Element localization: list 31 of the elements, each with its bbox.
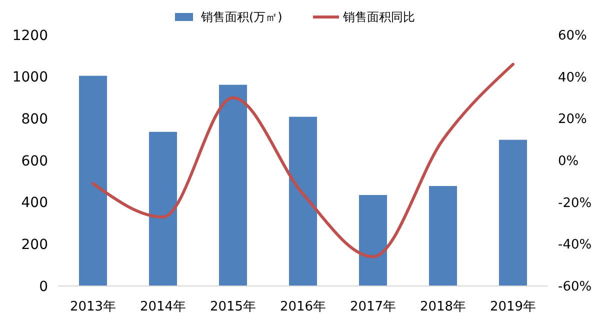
y-tick-label: 800 — [21, 112, 48, 128]
bar — [289, 116, 317, 286]
line-series — [92, 62, 514, 258]
x-tick-label: 2015年 — [210, 300, 256, 315]
legend-label: 销售面积同比 — [342, 10, 415, 24]
x-tick-label: 2014年 — [140, 300, 186, 315]
x-tick-label: 2016年 — [280, 300, 326, 315]
y2-tick-label: 0% — [558, 154, 579, 170]
y-tick-label: 1200 — [12, 28, 48, 44]
x-tick-label: 2019年 — [490, 300, 536, 315]
y2-tick-label: -20% — [558, 196, 592, 211]
bar — [499, 140, 527, 286]
y2-tick-label: 40% — [558, 70, 587, 86]
y2-tick-label: 60% — [558, 28, 587, 44]
legend-label: 销售面积(万㎡) — [200, 10, 282, 24]
y-tick-label: 600 — [21, 153, 48, 170]
x-tick-label: 2018年 — [420, 300, 466, 315]
x-tick-label: 2013年 — [70, 300, 116, 315]
bar — [429, 186, 457, 286]
y-tick-label: 0 — [39, 278, 48, 295]
x-tick-label: 2017年 — [350, 300, 396, 315]
bar — [79, 76, 107, 286]
bar — [359, 195, 387, 286]
y-tick-label: 1000 — [12, 70, 48, 86]
bar — [219, 84, 247, 286]
y2-tick-label: 20% — [558, 112, 587, 128]
y2-tick-label: -60% — [558, 280, 592, 295]
y-tick-label: 200 — [21, 237, 48, 254]
y-tick-label: 400 — [21, 195, 48, 212]
bar — [149, 132, 177, 286]
y2-tick-label: -40% — [558, 238, 592, 253]
